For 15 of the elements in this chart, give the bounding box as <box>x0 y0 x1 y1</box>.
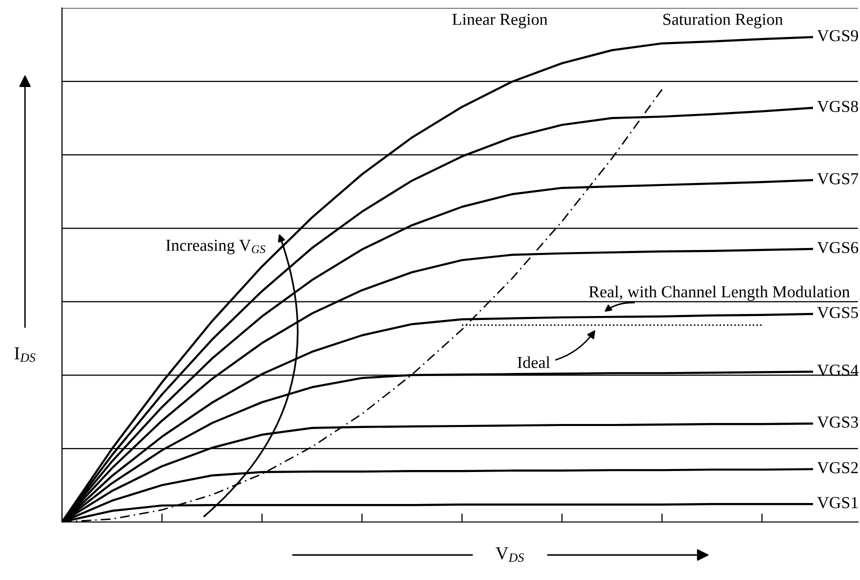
series-label: VGS9 <box>817 30 858 42</box>
annotation: Increasing V$_{GS}$ <box>166 240 266 254</box>
series-label: VGS5 <box>817 306 858 318</box>
series-label: Ideal <box>518 356 550 368</box>
annotation: Real, with Channel Length Modulation <box>588 286 850 301</box>
text: Linear Region <box>452 14 548 28</box>
series-label: VGS8 <box>817 100 858 112</box>
series-label: VGS6 <box>817 242 858 254</box>
text: Saturation Region <box>663 14 783 28</box>
x-axis-title: V$_{DS}$ <box>496 547 524 562</box>
series-label: VGS3 <box>817 416 858 428</box>
y-axis-title: I$_{DS}$ <box>14 347 36 362</box>
series-label: VGS7 <box>817 173 858 184</box>
series-label: VGS1 <box>817 497 858 508</box>
series-label: VGS2 <box>817 462 858 474</box>
